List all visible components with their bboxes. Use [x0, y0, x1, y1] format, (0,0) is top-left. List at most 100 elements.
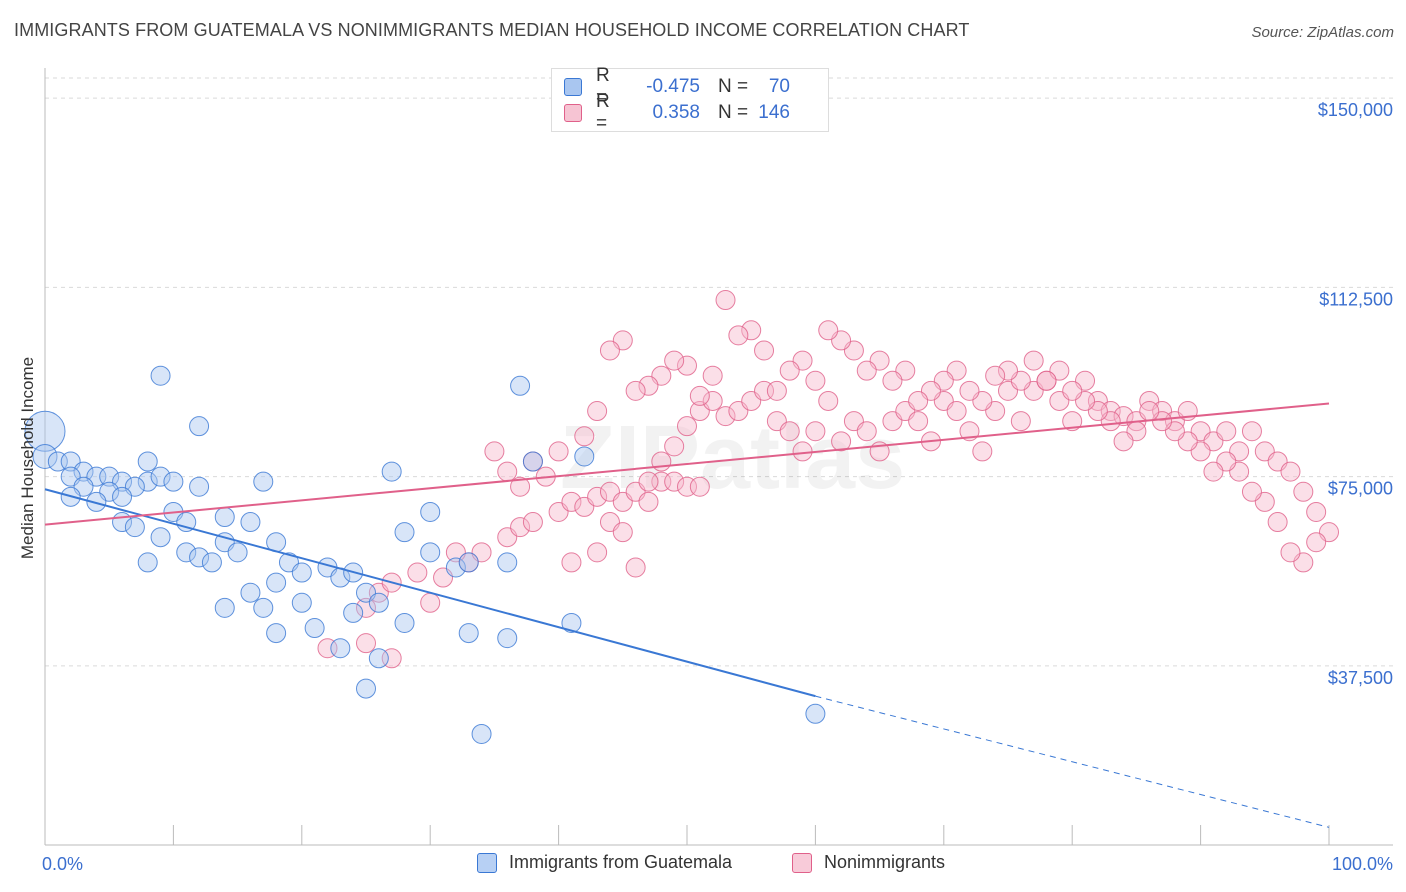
nonimmigrants-point — [561, 491, 582, 512]
guatemala-point — [137, 552, 158, 573]
guatemala-trend-line — [44, 488, 816, 698]
guatemala-point — [112, 486, 133, 507]
legend-swatch-blue — [564, 78, 582, 96]
guatemala-point — [330, 638, 351, 659]
nonimmigrants-point — [664, 436, 685, 457]
guatemala-point — [240, 512, 261, 533]
nonimmigrants-point — [599, 340, 620, 361]
nonimmigrants-point — [766, 380, 787, 401]
guatemala-point — [32, 443, 58, 469]
nonimmigrants-point — [677, 355, 697, 376]
guatemala-point — [266, 572, 287, 593]
nonimmigrants-point — [754, 340, 775, 361]
nonimmigrants-point — [587, 486, 608, 507]
nonimmigrants-point — [715, 290, 736, 311]
y-tick-label: $75,000 — [1328, 479, 1393, 499]
nonimmigrants-point — [625, 380, 646, 401]
guatemala-point — [458, 552, 479, 573]
nonimmigrants-point — [638, 491, 659, 512]
nonimmigrants-point — [1280, 542, 1301, 563]
guatemala-point — [805, 703, 826, 724]
legend-swatch-pink — [792, 852, 812, 873]
guatemala-point — [253, 471, 274, 492]
nonimmigrants-point — [818, 390, 839, 411]
legend-label-guatemala: Immigrants from Guatemala — [509, 852, 733, 872]
nonimmigrants-point — [1023, 350, 1044, 371]
guatemala-point — [253, 597, 274, 618]
guatemala-point — [137, 471, 158, 492]
guatemala-point — [176, 542, 197, 563]
guatemala-point — [394, 522, 415, 543]
nonimmigrants-point — [510, 517, 531, 538]
nonimmigrants-point — [1306, 532, 1327, 553]
nonimmigrants-point — [998, 360, 1018, 381]
legend-item-nonimmigrants[interactable]: Nonimmigrants — [792, 852, 945, 873]
nonimmigrants-point — [407, 562, 428, 583]
guatemala-point — [381, 461, 402, 482]
guatemala-point — [471, 723, 492, 744]
nonimmigrants-point — [612, 522, 633, 543]
guatemala-point — [150, 365, 171, 386]
nonimmigrants-point — [1306, 501, 1327, 522]
guatemala-point — [240, 582, 261, 603]
guatemala-point — [189, 476, 210, 497]
x-tick-label: 100.0% — [1332, 854, 1393, 874]
nonimmigrants-point — [805, 370, 826, 391]
guatemala-point — [510, 375, 531, 396]
guatemala-points — [24, 365, 826, 744]
guatemala-point — [343, 602, 364, 623]
guatemala-point — [124, 517, 145, 538]
nonimmigrants-point — [689, 385, 710, 406]
chart-title: IMMIGRANTS FROM GUATEMALA VS NONIMMIGRAN… — [14, 20, 970, 40]
legend-label-nonimmigrants: Nonimmigrants — [824, 852, 946, 872]
nonimmigrants-point — [856, 421, 877, 442]
y-tick-label: $150,000 — [1318, 100, 1393, 120]
nonimmigrants-point — [420, 592, 441, 613]
nonimmigrants-point — [356, 633, 376, 654]
nonimmigrants-point — [959, 380, 980, 401]
nonimmigrants-point — [741, 320, 762, 341]
guatemala-point — [522, 451, 543, 472]
nonimmigrants-point — [985, 365, 1006, 386]
nonimmigrants-point — [1062, 411, 1083, 432]
nonimmigrants-point — [356, 597, 376, 618]
axes — [44, 68, 1393, 846]
nonimmigrants-point — [1113, 406, 1134, 427]
tick-labels: $37,500 $75,000 $112,500 $150,000 0.0% 100.0% — [42, 100, 1393, 874]
guatemala-point — [561, 612, 582, 633]
legend-item-guatemala[interactable]: Immigrants from Guatemala — [477, 852, 732, 873]
nonimmigrants-point — [1036, 370, 1057, 391]
guatemala-point — [304, 618, 325, 639]
nonimmigrants-point — [484, 441, 505, 462]
nonimmigrants-point — [1139, 401, 1160, 422]
legend-n-value: 146 — [758, 102, 790, 123]
nonimmigrants-point — [1203, 461, 1224, 482]
guatemala-point — [394, 612, 415, 633]
nonimmigrants-point — [1267, 512, 1288, 533]
nonimmigrants-point — [561, 552, 582, 573]
guatemala-trend-extension — [815, 695, 1330, 828]
legend-r-value: -0.475 — [646, 76, 700, 97]
nonimmigrants-point — [856, 360, 877, 381]
guatemala-point — [368, 592, 389, 613]
guatemala-point — [201, 552, 222, 573]
nonimmigrants-point — [625, 557, 646, 578]
guatemala-point — [497, 628, 518, 649]
nonimmigrants-point — [1241, 481, 1262, 502]
guatemala-point — [458, 623, 479, 644]
legend-swatch-pink — [564, 104, 582, 122]
nonimmigrants-point — [779, 360, 800, 381]
nonimmigrants-point — [1062, 380, 1083, 401]
nonimmigrants-point — [1241, 421, 1262, 442]
nonimmigrants-point — [1293, 481, 1314, 502]
nonimmigrants-point — [1216, 421, 1237, 442]
guatemala-point — [99, 466, 120, 487]
legend-n-label: N = — [718, 102, 749, 123]
guatemala-point — [137, 451, 158, 472]
guatemala-point — [163, 471, 184, 492]
nonimmigrants-point — [587, 401, 608, 422]
legend-n-label: N = — [718, 76, 749, 97]
nonimmigrants-point — [664, 471, 685, 492]
guatemala-point — [291, 592, 312, 613]
nonimmigrants-point — [946, 401, 967, 422]
